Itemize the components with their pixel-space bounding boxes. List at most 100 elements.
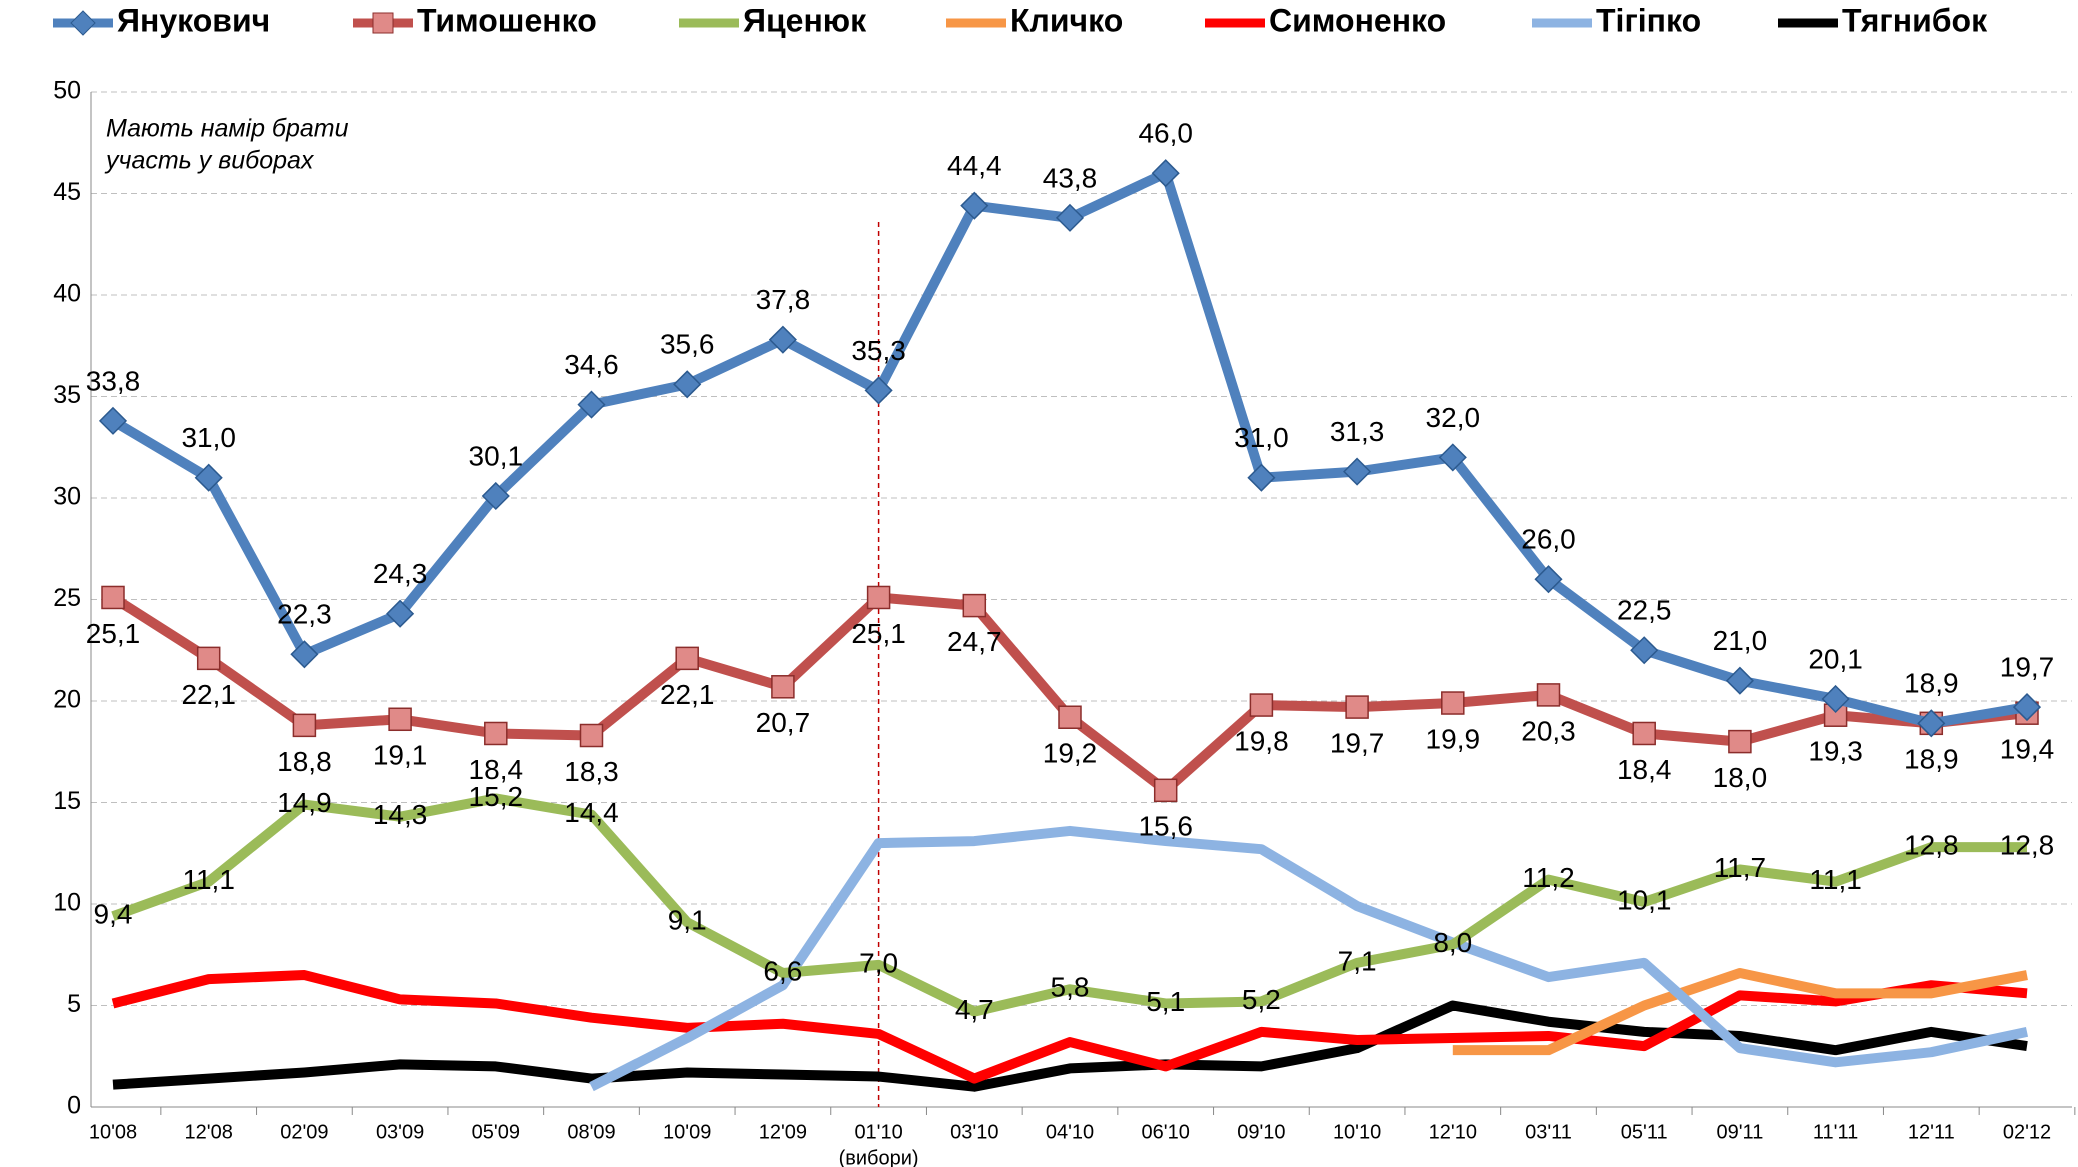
y-tick-label: 30 [53, 483, 81, 511]
y-tick-label: 25 [53, 584, 81, 612]
data-label: 19,8 [1234, 725, 1289, 756]
legend-label: Тігіпко [1596, 2, 1701, 38]
data-label: 25,1 [851, 618, 906, 649]
data-label: 18,9 [1904, 668, 1959, 699]
data-label: 35,6 [660, 329, 715, 360]
data-label: 19,9 [1426, 723, 1481, 754]
marker [771, 675, 795, 699]
data-label: 7,1 [1338, 945, 1377, 976]
annotation: участь у виборах [104, 147, 315, 175]
data-label: 43,8 [1043, 162, 1098, 193]
series-line [112, 1000, 2028, 1092]
legend-marker [70, 10, 96, 36]
marker [290, 640, 319, 669]
data-label: 31,0 [1234, 422, 1289, 453]
marker [196, 646, 221, 671]
data-label: 8,0 [1433, 927, 1472, 958]
data-label: 22,1 [181, 679, 236, 710]
x-tick-label: 05'11 [1621, 1121, 1668, 1143]
data-label: 7,0 [859, 947, 898, 978]
marker [194, 463, 223, 492]
series-line [111, 970, 2028, 1084]
data-label: 14,4 [564, 797, 619, 828]
y-tick-label: 50 [53, 77, 81, 105]
legend-label: Кличко [1010, 2, 1123, 38]
y-tick-label: 40 [53, 280, 81, 308]
marker [1441, 691, 1465, 715]
marker [960, 191, 989, 220]
marker [1058, 705, 1082, 729]
annotation: Мають намір брати [106, 115, 349, 143]
data-label: 26,0 [1521, 524, 1576, 555]
x-tick-label: 10'09 [663, 1121, 711, 1143]
x-tick-label: 09'11 [1716, 1121, 1763, 1143]
marker [1438, 443, 1467, 472]
legend-label: Тягнибок [1842, 2, 1988, 38]
data-label: 18,4 [1617, 754, 1672, 785]
data-label: 22,5 [1617, 595, 1672, 626]
x-tick-label: 09'10 [1237, 1121, 1285, 1143]
x-tick-label: 10'10 [1333, 1121, 1381, 1143]
marker [675, 646, 699, 671]
data-label: 35,3 [851, 335, 906, 366]
legend-marker [372, 12, 394, 34]
data-label: 11,2 [1522, 862, 1574, 893]
marker [1249, 693, 1274, 717]
marker [1151, 159, 1180, 188]
marker [579, 723, 604, 748]
data-label: 19,1 [373, 740, 428, 771]
data-label: 11,7 [1714, 852, 1766, 883]
data-label: 31,3 [1330, 416, 1385, 447]
data-label: 4,7 [955, 994, 994, 1025]
data-label: 20,7 [756, 707, 811, 738]
data-label: 18,0 [1713, 762, 1768, 793]
y-tick-label: 10 [53, 889, 81, 917]
marker [484, 721, 508, 746]
marker [768, 325, 797, 354]
data-label: 12,8 [1904, 830, 1959, 861]
marker [1630, 636, 1659, 665]
data-label: 20,3 [1521, 715, 1576, 746]
y-tick-label: 35 [53, 381, 81, 409]
data-label: 12,8 [2000, 830, 2055, 861]
marker [864, 376, 893, 405]
data-label: 15,6 [1138, 811, 1193, 842]
marker [98, 406, 128, 435]
y-tick-label: 5 [67, 990, 81, 1018]
data-label: 5,2 [1242, 984, 1281, 1015]
data-label: 19,7 [2000, 651, 2055, 682]
series-line [589, 825, 2029, 1092]
marker [2012, 693, 2042, 722]
data-label: 5,8 [1051, 972, 1090, 1003]
marker [481, 481, 510, 511]
x-tick-note: (вибори) [839, 1147, 919, 1167]
marker [1055, 203, 1085, 232]
data-label: 14,3 [373, 799, 428, 830]
marker [962, 593, 987, 618]
x-tick-label: 04'10 [1046, 1121, 1094, 1143]
data-label: 19,3 [1808, 736, 1863, 767]
marker [577, 390, 606, 419]
data-label: 32,0 [1426, 402, 1481, 433]
legend-label: Тимошенко [417, 2, 597, 38]
data-label: 20,1 [1808, 643, 1863, 674]
x-tick-label: 03'10 [950, 1121, 998, 1143]
x-tick-label: 10'08 [89, 1121, 137, 1143]
series-line [111, 793, 2027, 1017]
data-label: 19,4 [2000, 734, 2055, 765]
data-label: 18,3 [564, 756, 619, 787]
marker [1536, 683, 1561, 707]
data-label: 22,3 [277, 599, 332, 630]
marker [101, 585, 125, 610]
x-tick-label: 01'10 [854, 1121, 902, 1143]
y-tick-label: 15 [53, 787, 81, 815]
data-label: 11,1 [182, 864, 234, 895]
marker [292, 713, 317, 738]
marker [1345, 695, 1369, 719]
y-tick-label: 0 [67, 1092, 81, 1120]
data-label: 37,8 [756, 284, 811, 315]
marker [1821, 684, 1850, 714]
data-label: 18,8 [277, 746, 332, 777]
